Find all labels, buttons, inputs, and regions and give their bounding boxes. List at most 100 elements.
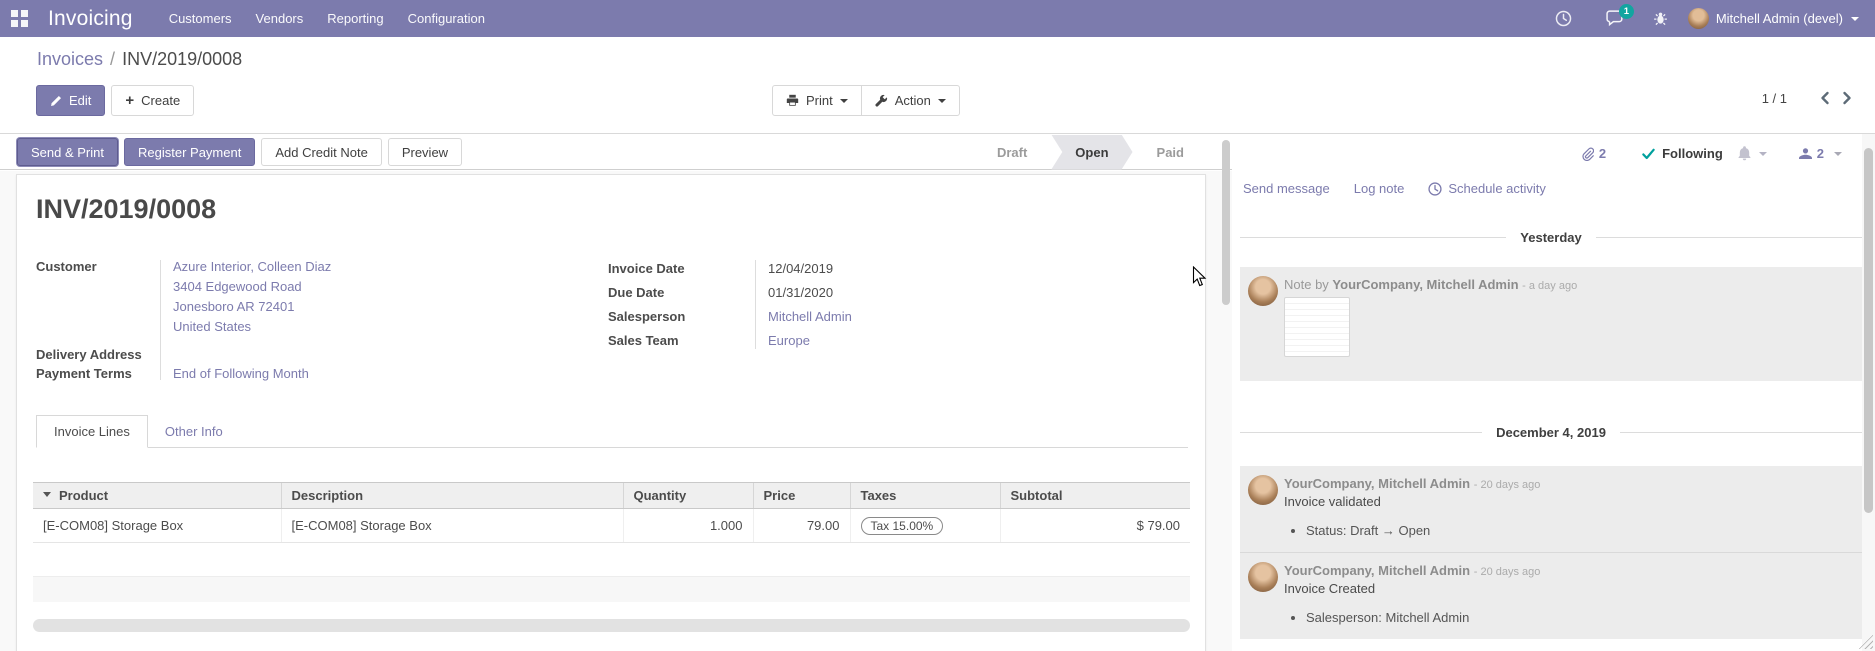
column-product[interactable]: Product: [33, 482, 281, 509]
breadcrumb-current: INV/2019/0008: [122, 49, 243, 69]
cell-taxes[interactable]: Tax 15.00%: [849, 508, 1000, 543]
messages-button[interactable]: 1: [1606, 4, 1634, 27]
breadcrumb-invoices-link[interactable]: Invoices: [37, 49, 104, 69]
column-taxes[interactable]: Taxes: [849, 482, 1000, 509]
preview-button[interactable]: Preview: [387, 138, 463, 166]
table-header-row: Product Description Quantity Price Taxes…: [33, 482, 1190, 509]
add-credit-note-button[interactable]: Add Credit Note: [261, 138, 382, 166]
column-subtotal[interactable]: Subtotal: [999, 482, 1190, 509]
date-separator: December 4, 2019: [1240, 425, 1862, 440]
horizontal-scrollbar[interactable]: [33, 619, 1190, 632]
message-author[interactable]: YourCompany, Mitchell Admin: [1284, 476, 1471, 491]
breadcrumb: Invoices / INV/2019/0008: [37, 49, 242, 70]
apps-menu-button[interactable]: [0, 0, 38, 37]
register-payment-button[interactable]: Register Payment: [124, 138, 256, 166]
chatter-topbar: 2 Following 2: [1240, 146, 1862, 161]
breadcrumb-separator: /: [110, 49, 116, 69]
column-description[interactable]: Description: [280, 482, 623, 509]
message-tracking-values: Salesperson: Mitchell Admin: [1284, 610, 1850, 625]
followers-button[interactable]: 2: [1798, 146, 1842, 161]
pager: 1 / 1: [1762, 89, 1859, 107]
bug-icon: [1653, 12, 1667, 26]
status-paid[interactable]: Paid: [1156, 144, 1184, 160]
status-draft[interactable]: Draft: [996, 144, 1028, 160]
tab-other-info[interactable]: Other Info: [164, 424, 223, 439]
field-invoice-date: Invoice Date 12/04/2019: [608, 257, 1183, 281]
following-button[interactable]: Following: [1642, 146, 1723, 161]
message-body: Invoice validated: [1284, 494, 1381, 509]
menu-configuration[interactable]: Configuration: [407, 11, 485, 26]
log-note-button[interactable]: Log note: [1353, 181, 1405, 196]
user-avatar: [1687, 8, 1709, 29]
chatter-scrollbar-thumb[interactable]: [1864, 148, 1873, 513]
edit-button[interactable]: Edit: [36, 85, 106, 116]
customer-country[interactable]: United States: [173, 319, 252, 334]
main-menu: Customers Vendors Reporting Configuratio…: [167, 9, 487, 28]
invoice-date-value: 12/04/2019: [768, 261, 834, 276]
field-group-right: Invoice Date 12/04/2019 Due Date 01/31/2…: [608, 257, 1183, 353]
wrench-icon: [875, 94, 887, 107]
message-header: YourCompany, Mitchell Admin - 20 days ag…: [1284, 563, 1850, 578]
message-author[interactable]: YourCompany, Mitchell Admin: [1332, 277, 1519, 292]
debug-button[interactable]: [1653, 11, 1668, 26]
table-row[interactable]: [E-COM08] Storage Box [E-COM08] Storage …: [33, 508, 1190, 543]
empty-row: [33, 542, 1190, 577]
cell-price[interactable]: 79.00: [752, 508, 850, 543]
chatter-actions: Send message Log note Schedule activity: [1240, 181, 1862, 196]
send-print-button[interactable]: Send & Print: [17, 138, 118, 166]
menu-vendors[interactable]: Vendors: [255, 11, 304, 26]
customer-link[interactable]: Azure Interior, Colleen Diaz: [173, 259, 332, 274]
field-salesperson: Salesperson Mitchell Admin: [608, 305, 1183, 329]
user-menu[interactable]: Mitchell Admin (devel): [1715, 11, 1843, 26]
customer-street[interactable]: 3404 Edgewood Road: [173, 279, 302, 294]
customer-city[interactable]: Jonesboro AR 72401: [173, 299, 295, 314]
sales-team-link[interactable]: Europe: [768, 333, 810, 348]
menu-reporting[interactable]: Reporting: [327, 11, 384, 26]
cell-quantity[interactable]: 1.000: [622, 508, 753, 543]
message-header: Note by YourCompany, Mitchell Admin - a …: [1284, 277, 1850, 292]
print-dropdown-button[interactable]: Print: [772, 85, 862, 116]
sales-team-label: Sales Team: [608, 333, 679, 348]
cell-subtotal[interactable]: $ 79.00: [999, 508, 1190, 543]
grid-icon: [10, 10, 28, 27]
attachment-thumbnail[interactable]: [1284, 297, 1350, 357]
menu-customers[interactable]: Customers: [168, 11, 232, 26]
tab-invoice-lines[interactable]: Invoice Lines: [36, 415, 148, 448]
form-scrollbar-thumb[interactable]: [1222, 140, 1230, 305]
pager-next-button[interactable]: [1836, 89, 1859, 107]
chevron-left-icon: [1821, 91, 1829, 105]
chat-bubble-icon: [1606, 10, 1623, 27]
activities-button[interactable]: [1555, 10, 1572, 27]
schedule-activity-button[interactable]: Schedule activity: [1428, 181, 1546, 196]
message-author[interactable]: YourCompany, Mitchell Admin: [1284, 563, 1471, 578]
bell-icon: [1738, 146, 1751, 161]
status-widget: Draft Open Paid: [973, 135, 1208, 170]
pager-value[interactable]: 1 / 1: [1761, 90, 1787, 106]
column-quantity[interactable]: Quantity: [622, 482, 753, 509]
message-header: YourCompany, Mitchell Admin - 20 days ag…: [1284, 476, 1850, 491]
cell-description[interactable]: [E-COM08] Storage Box: [280, 508, 623, 543]
column-price[interactable]: Price: [752, 482, 850, 509]
caret-down-icon: [839, 98, 848, 107]
send-message-button[interactable]: Send message: [1243, 181, 1330, 196]
action-dropdown-button[interactable]: Action: [860, 85, 960, 116]
create-button[interactable]: + Create: [111, 85, 195, 116]
status-open[interactable]: Open: [1051, 135, 1132, 170]
chatter-message: YourCompany, Mitchell Admin - 20 days ag…: [1240, 466, 1862, 552]
avatar: [1248, 276, 1278, 306]
avatar: [1248, 562, 1278, 592]
pager-previous-button[interactable]: [1813, 89, 1836, 107]
message-prefix: Note by: [1284, 277, 1333, 292]
cp-dropdowns: Print Action: [772, 85, 960, 116]
plus-icon: +: [125, 92, 135, 109]
cell-product[interactable]: [E-COM08] Storage Box: [33, 508, 281, 543]
caret-down-icon: [1758, 151, 1767, 160]
app-title[interactable]: Invoicing: [48, 6, 133, 30]
chatter-message: Note by YourCompany, Mitchell Admin - a …: [1240, 267, 1862, 381]
payment-terms-link[interactable]: End of Following Month: [173, 366, 309, 381]
notifications-button[interactable]: [1737, 146, 1767, 161]
caret-down-icon: [937, 98, 946, 107]
salesperson-link[interactable]: Mitchell Admin: [768, 309, 852, 324]
payment-terms-label: Payment Terms: [36, 366, 132, 381]
attachments-button[interactable]: 2: [1581, 146, 1606, 161]
